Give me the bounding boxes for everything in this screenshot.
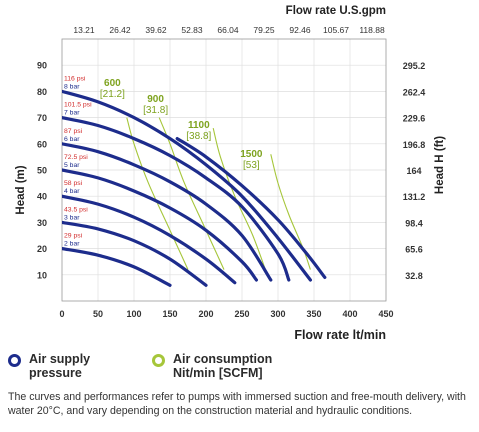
air-consumption-value-label: 900	[147, 94, 164, 105]
pressure-bar-label: 8 bar	[64, 83, 80, 90]
pressure-bar-label: 4 bar	[64, 188, 80, 195]
air-consumption-value-label: 1500	[240, 149, 263, 160]
legend-air-supply: Air supply pressure	[8, 352, 90, 380]
pressure-psi-label: 43.5 psi	[64, 206, 88, 213]
top-tick-label: 92.46	[289, 25, 311, 35]
air-consumption-value-label: 1100	[188, 120, 210, 131]
top-tick-label: 26.42	[109, 25, 131, 35]
pump-performance-chart: Flow rate U.S.gpm 13.21 26.42 39.62 52.83 66…	[15, 5, 446, 342]
legend-air-consumption: Air consumption Nit/min [SCFM]	[152, 352, 272, 380]
pressure-bar-label: 2 bar	[64, 241, 80, 248]
y-axis-right-label: Head H (ft)	[434, 136, 446, 194]
pressure-bar-label: 3 bar	[64, 214, 80, 221]
y-left-tick-label: 80	[37, 87, 47, 97]
air-consumption-scfm-label: [38.8]	[186, 131, 211, 142]
y-left-tick-label: 20	[37, 244, 47, 254]
x-tick-label: 300	[270, 309, 285, 319]
bottom-axis-ticks: 0 50 100 150 200 250 300 350 400 450	[59, 309, 393, 319]
air-consumption-value-label: 600	[104, 78, 121, 89]
pressure-curves	[62, 89, 327, 287]
air-consumption-curve	[212, 127, 268, 275]
pressure-bar-label: 7 bar	[64, 110, 80, 117]
pressure-curve	[62, 194, 237, 285]
pressure-curve	[175, 137, 327, 279]
y-left-tick-label: 40	[37, 192, 47, 202]
right-axis-ticks: 32.8 65.6 98.4 131.2 164 196.8 229.6 262.4 295.2	[403, 61, 426, 281]
x-tick-label: 150	[162, 309, 177, 319]
pressure-curve	[62, 220, 208, 287]
top-tick-label: 39.62	[145, 25, 167, 35]
top-tick-label: 52.83	[181, 25, 203, 35]
y-right-tick-label: 262.4	[403, 87, 426, 97]
air-consumption-ring-icon	[152, 354, 165, 367]
x-tick-label: 450	[378, 309, 393, 319]
pressure-curve	[62, 89, 312, 282]
left-axis-ticks: 10 20 30 40 50 60 70 80 90	[37, 61, 47, 281]
pressure-psi-label: 87 psi	[64, 128, 83, 135]
top-tick-label: 66.04	[217, 25, 239, 35]
pressure-psi-label: 116 psi	[64, 75, 86, 82]
air-consumption-curve	[270, 154, 311, 270]
air-supply-ring-icon	[8, 354, 21, 367]
y-right-tick-label: 295.2	[403, 61, 426, 71]
y-axis-left-label: Head (m)	[15, 165, 27, 214]
air-consumption-scfm-label: [21.2]	[100, 89, 125, 100]
air-consumption-scfm-label: [31.8]	[143, 105, 168, 116]
pressure-curve	[62, 116, 291, 282]
y-right-tick-label: 229.6	[403, 114, 426, 124]
x-tick-label: 200	[198, 309, 213, 319]
x-tick-label: 50	[93, 309, 103, 319]
top-axis-ticks: 13.21 26.42 39.62 52.83 66.04 79.25 92.46 105.6…	[73, 25, 385, 35]
x-tick-label: 0	[59, 309, 64, 319]
pressure-curve	[62, 142, 273, 282]
air-consumption-curve	[126, 117, 189, 270]
top-tick-label: 105.67	[323, 25, 349, 35]
y-left-tick-label: 60	[37, 139, 47, 149]
top-tick-label: 118.88	[359, 25, 385, 35]
x-tick-label: 100	[126, 309, 141, 319]
air-consumption-labels: 600[21.2] 900[31.8] 1100[38.8] 1500[53]	[100, 78, 263, 171]
x-axis-label: Flow rate lt/min	[294, 328, 386, 342]
top-tick-label: 79.25	[253, 25, 275, 35]
legend-air-supply-label: Air supply pressure	[29, 352, 91, 380]
y-left-tick-label: 70	[37, 113, 47, 123]
y-right-tick-label: 32.8	[405, 271, 423, 281]
pressure-bar-label: 6 bar	[64, 136, 80, 143]
pressure-psi-label: 29 psi	[64, 233, 83, 240]
pressure-curve	[62, 247, 172, 287]
y-left-tick-label: 90	[37, 61, 47, 71]
y-right-tick-label: 65.6	[405, 245, 423, 255]
y-left-tick-label: 50	[37, 166, 47, 176]
pressure-psi-label: 58 psi	[64, 180, 83, 187]
y-left-tick-label: 30	[37, 218, 47, 228]
top-tick-label: 13.21	[73, 25, 95, 35]
x-tick-label: 350	[306, 309, 321, 319]
footnote: The curves and performances refer to pum…	[8, 391, 466, 417]
x-tick-label: 250	[234, 309, 249, 319]
x-tick-label: 400	[342, 309, 357, 319]
pressure-psi-label: 72.5 psi	[64, 154, 88, 161]
pressure-psi-label: 101.5 psi	[64, 102, 92, 109]
legend-air-consumption-label: Air consumption Nit/min [SCFM]	[173, 352, 273, 380]
y-right-tick-label: 131.2	[403, 192, 426, 202]
y-right-tick-label: 196.8	[403, 140, 426, 150]
y-right-tick-label: 98.4	[405, 218, 423, 228]
y-left-tick-label: 10	[37, 270, 47, 280]
pressure-bar-label: 5 bar	[64, 162, 80, 169]
pressure-curve	[62, 168, 258, 282]
y-right-tick-label: 164	[406, 166, 421, 176]
legend: Air supply pressure Air consumption Nit/…	[8, 352, 478, 388]
air-consumption-scfm-label: [53]	[243, 160, 260, 171]
top-axis-title: Flow rate U.S.gpm	[286, 5, 386, 17]
